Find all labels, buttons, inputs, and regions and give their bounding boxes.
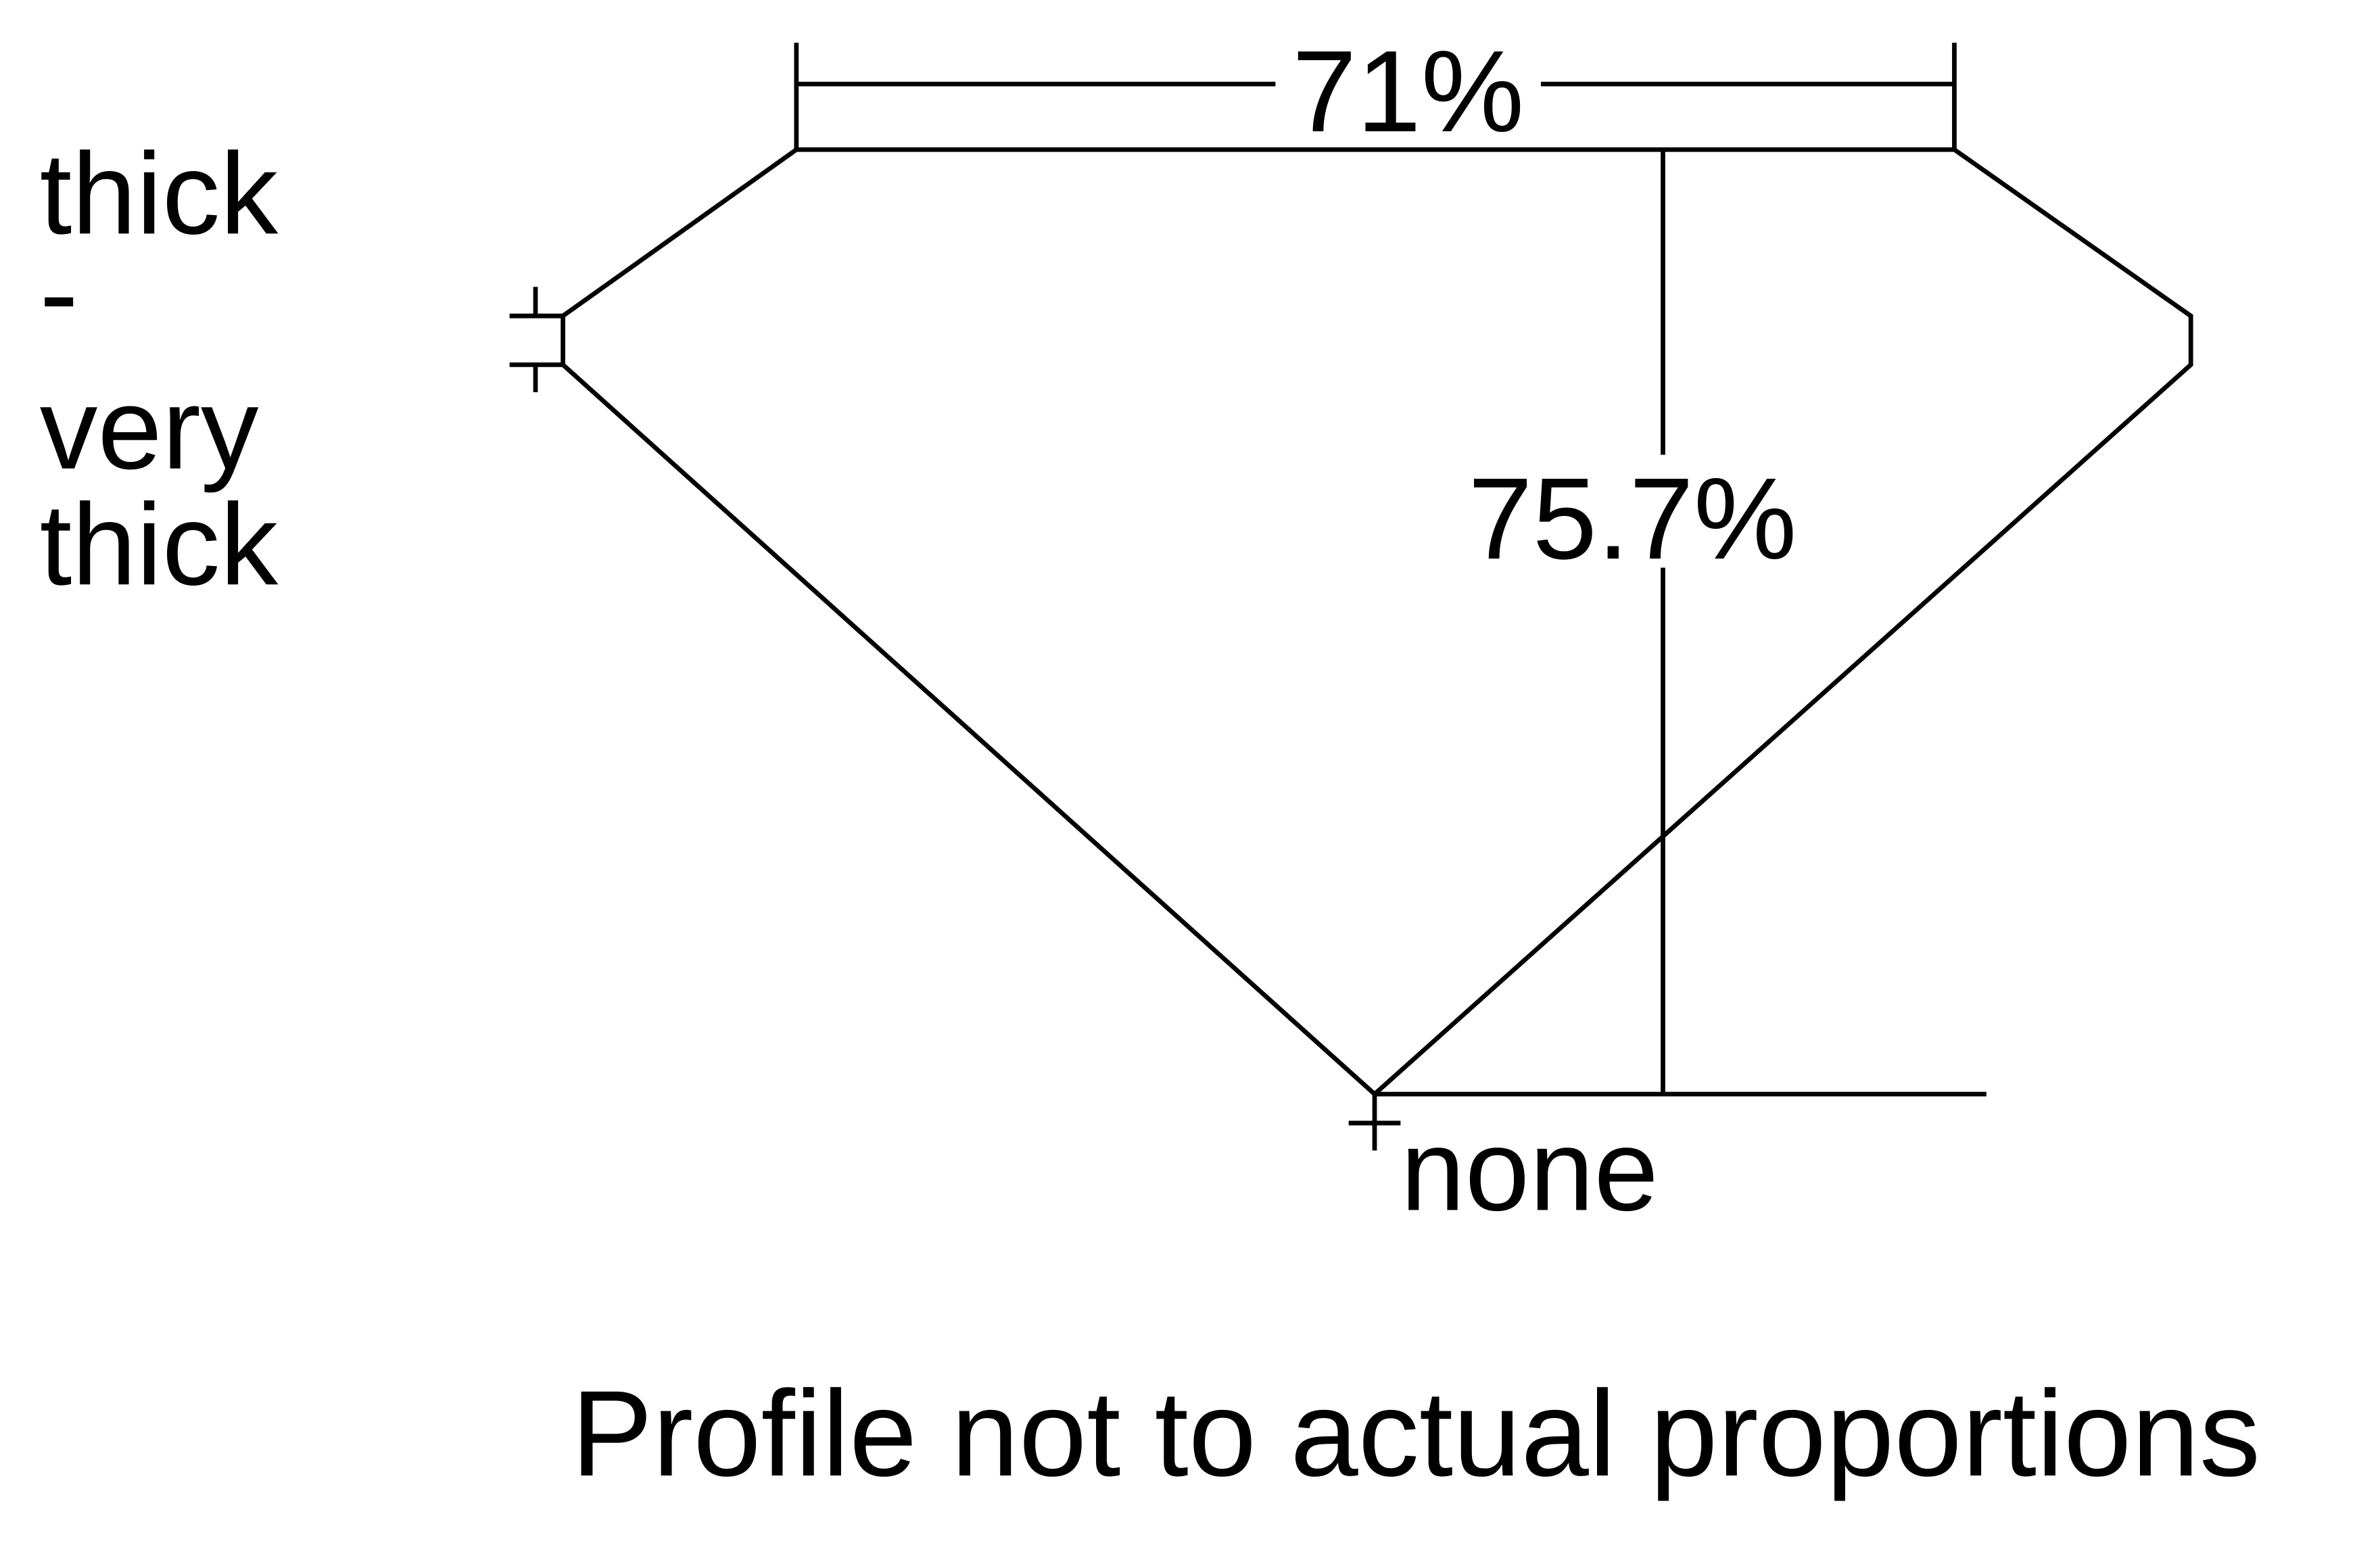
girdle-label-4: thick [40, 480, 279, 609]
girdle-label-3: very [40, 364, 259, 494]
culet-label: none [1400, 1106, 1658, 1235]
diamond-outline [561, 147, 2193, 1097]
total-depth-label: 75.7% [1468, 454, 1796, 584]
girdle-label-2: - [40, 229, 78, 358]
caption: Profile not to actual proportions [571, 1366, 2260, 1502]
girdle-label-1: thick [40, 129, 279, 258]
table-width-label: 71% [1292, 27, 1524, 156]
